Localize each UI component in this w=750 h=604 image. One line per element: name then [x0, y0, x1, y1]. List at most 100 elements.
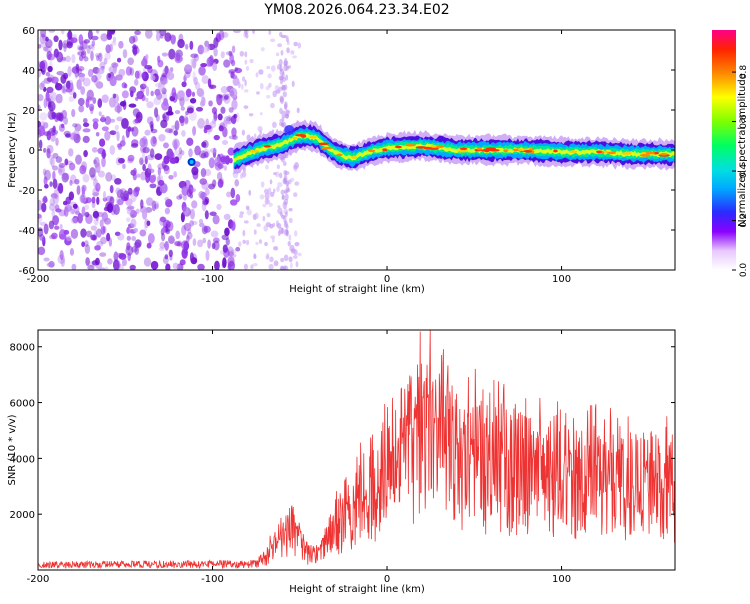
noise-blob	[140, 199, 144, 209]
noise-blob	[63, 116, 69, 125]
faint-noise-blob	[239, 50, 245, 57]
faint-noise-blob	[269, 256, 274, 263]
noise-blob	[235, 194, 241, 203]
faint-noise-blob	[293, 164, 297, 171]
noise-blob	[157, 55, 161, 63]
noise-blob	[164, 65, 169, 75]
noise-blob	[75, 154, 82, 165]
noise-blob	[85, 96, 93, 102]
noise-blob	[204, 124, 212, 130]
noise-blob	[116, 57, 122, 63]
faint-noise-blob	[265, 222, 272, 228]
noise-blob	[102, 190, 107, 200]
noise-blob	[150, 75, 156, 81]
noise-blob	[209, 211, 217, 216]
ridge-core	[233, 133, 675, 163]
band-noise-blob	[283, 161, 287, 166]
faint-noise-blob	[241, 170, 247, 178]
noise-blob	[134, 30, 141, 36]
noise-blob	[43, 98, 48, 109]
noise-blob	[134, 70, 140, 79]
noise-blob	[43, 122, 49, 129]
noise-blob	[230, 187, 236, 199]
faint-noise-blob	[259, 129, 262, 137]
faint-noise-blob	[270, 235, 276, 239]
faint-noise-blob	[277, 43, 283, 48]
noise-blob	[59, 250, 64, 260]
snr-x-tick-label-1: -100	[201, 574, 224, 585]
noise-blob	[189, 40, 194, 50]
noise-blob	[169, 66, 174, 73]
noise-blob	[153, 97, 162, 106]
noise-blob	[114, 129, 119, 134]
ridge-hotspot	[321, 146, 333, 150]
noise-blob	[87, 264, 95, 270]
faint-noise-blob	[272, 90, 278, 98]
noise-blob	[50, 134, 56, 142]
noise-blob	[227, 255, 235, 267]
ridge-hotspot	[394, 145, 403, 149]
noise-blob	[191, 166, 199, 176]
noise-blob	[106, 232, 111, 242]
noise-blob	[109, 75, 117, 87]
faint-noise-blob	[246, 134, 251, 141]
noise-blob	[77, 51, 85, 56]
noise-blob	[54, 82, 63, 91]
ridge-hotspot	[436, 145, 445, 148]
noise-blob	[45, 71, 51, 77]
noise-blob	[164, 241, 169, 251]
spectrogram-y-tick-label-6: -60	[19, 266, 35, 277]
noise-blob	[69, 179, 73, 186]
noise-blob	[230, 249, 237, 255]
noise-blob	[152, 136, 157, 145]
noise-blob	[39, 60, 46, 70]
noise-blob	[221, 31, 229, 38]
noise-blob	[89, 167, 96, 178]
noise-blob	[71, 109, 76, 118]
faint-noise-blob	[292, 55, 297, 59]
noise-blob	[60, 123, 65, 129]
faint-noise-blob	[277, 181, 283, 188]
faint-noise-blob	[260, 47, 265, 52]
faint-noise-blob	[239, 211, 245, 215]
noise-blob	[103, 57, 108, 65]
noise-blob	[201, 225, 208, 235]
noise-blob	[181, 81, 187, 88]
noise-blob	[181, 248, 188, 259]
faint-noise-blob	[272, 188, 276, 194]
ridge-hotspot	[644, 151, 656, 155]
noise-blob	[107, 203, 114, 214]
noise-blob	[127, 154, 135, 162]
noise-blob	[116, 143, 122, 148]
noise-blob	[92, 121, 99, 130]
noise-blob	[153, 203, 159, 210]
noise-blob	[213, 240, 220, 251]
noise-blob	[126, 242, 131, 251]
noise-blob	[83, 56, 89, 62]
noise-blob	[48, 220, 55, 230]
noise-blob	[220, 106, 226, 114]
noise-blob	[206, 57, 211, 68]
noise-blob	[46, 144, 54, 154]
noise-blob	[56, 51, 64, 63]
faint-noise-blob	[252, 263, 258, 267]
noise-blob	[162, 256, 169, 265]
noise-blob	[165, 228, 171, 235]
noise-blob	[98, 111, 102, 117]
noise-blob	[74, 69, 79, 79]
faint-noise-blob	[267, 187, 272, 195]
noise-blob	[83, 150, 88, 158]
noise-blob	[221, 234, 229, 241]
faint-noise-blob	[253, 229, 257, 235]
noise-blob	[93, 178, 98, 188]
noise-blob	[131, 46, 140, 55]
faint-noise-blob	[266, 65, 271, 70]
noise-blob	[161, 232, 166, 242]
noise-blob	[163, 155, 170, 165]
noise-blob	[165, 221, 171, 228]
noise-blob	[64, 158, 69, 166]
noise-blob	[187, 229, 192, 234]
noise-blob	[201, 200, 207, 212]
noise-blob	[47, 65, 53, 73]
noise-blob	[58, 168, 63, 174]
